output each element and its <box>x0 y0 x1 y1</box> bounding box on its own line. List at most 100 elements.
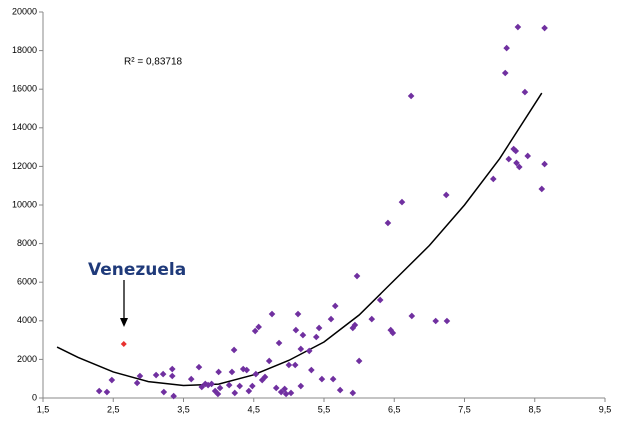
x-tick-label: 7,5 <box>458 404 471 414</box>
point <box>512 147 520 155</box>
point <box>228 368 236 376</box>
point <box>368 315 376 323</box>
point <box>258 376 266 384</box>
point <box>292 326 300 334</box>
point <box>208 380 215 388</box>
point <box>336 386 344 394</box>
point <box>225 381 233 389</box>
point <box>198 383 206 391</box>
point <box>236 382 243 390</box>
y-tick-label: 6000 <box>17 277 37 287</box>
point <box>170 392 177 400</box>
x-tick-label: 4,5 <box>247 404 260 414</box>
point <box>277 388 285 396</box>
point <box>398 198 406 206</box>
point <box>216 384 224 392</box>
point <box>265 357 273 365</box>
point <box>168 372 176 380</box>
y-tick-label: 20000 <box>12 6 37 16</box>
point <box>287 389 295 397</box>
x-tick-label: 5,5 <box>318 404 331 414</box>
point <box>255 323 262 331</box>
point <box>521 88 529 96</box>
point <box>275 339 283 347</box>
x-tick-label: 6,5 <box>388 404 401 414</box>
x-tick-label: 1,5 <box>37 404 50 414</box>
point <box>230 346 238 354</box>
r-squared: R² = 0,83718 <box>124 57 183 68</box>
point <box>249 382 256 390</box>
point <box>505 155 513 163</box>
point <box>384 219 392 227</box>
point <box>513 159 520 167</box>
point <box>327 315 335 323</box>
point <box>329 375 337 383</box>
x-tick-label: 3,5 <box>177 404 190 414</box>
point <box>514 23 522 31</box>
point <box>490 175 497 183</box>
point <box>312 333 320 341</box>
point <box>252 370 260 378</box>
point <box>432 317 439 325</box>
point <box>168 365 176 373</box>
point <box>297 382 305 390</box>
point <box>355 357 363 365</box>
y-tick-label: 16000 <box>12 84 37 94</box>
y-tick-label: 14000 <box>12 122 37 132</box>
point <box>214 390 222 398</box>
point <box>268 310 276 318</box>
highlight-label: Venezuela <box>88 260 186 280</box>
point <box>239 365 247 373</box>
point <box>541 160 548 168</box>
point <box>136 372 144 380</box>
point <box>349 389 357 397</box>
point <box>515 163 523 171</box>
point <box>231 389 239 397</box>
point <box>315 324 323 332</box>
point <box>159 370 167 378</box>
y-tick-label: 0 <box>32 392 37 402</box>
point <box>133 379 141 387</box>
y-tick-label: 2000 <box>17 354 37 364</box>
point <box>251 327 259 335</box>
point <box>243 366 251 374</box>
y-tick-label: 12000 <box>12 161 37 171</box>
point <box>95 387 103 395</box>
point <box>503 44 510 52</box>
point <box>407 92 415 100</box>
y-tick-label: 4000 <box>17 315 37 325</box>
point <box>408 312 416 320</box>
point <box>245 387 253 395</box>
point <box>349 324 357 332</box>
point <box>541 24 548 32</box>
point <box>387 326 395 334</box>
y-tick-label: 8000 <box>17 238 37 248</box>
point <box>443 317 451 325</box>
point <box>215 368 222 376</box>
x-tick-label: 9,5 <box>599 404 612 414</box>
x-tick-label: 2,5 <box>107 404 120 414</box>
point <box>187 375 195 383</box>
point <box>538 185 546 193</box>
point <box>281 385 288 393</box>
point <box>261 373 269 381</box>
point <box>442 191 450 199</box>
point <box>305 347 313 355</box>
point <box>160 388 168 396</box>
arrow-head <box>120 318 128 327</box>
trend-line <box>56 92 543 387</box>
point <box>351 321 359 329</box>
y-tick-label: 18000 <box>12 45 37 55</box>
point <box>211 387 219 395</box>
x-tick-label: 8,5 <box>528 404 541 414</box>
point <box>108 376 116 384</box>
point <box>204 381 212 389</box>
point <box>308 366 315 374</box>
point <box>272 384 280 392</box>
y-tick-label: 10000 <box>12 199 37 209</box>
point <box>297 345 305 353</box>
point <box>285 361 293 369</box>
point <box>353 272 361 280</box>
point <box>103 388 111 396</box>
